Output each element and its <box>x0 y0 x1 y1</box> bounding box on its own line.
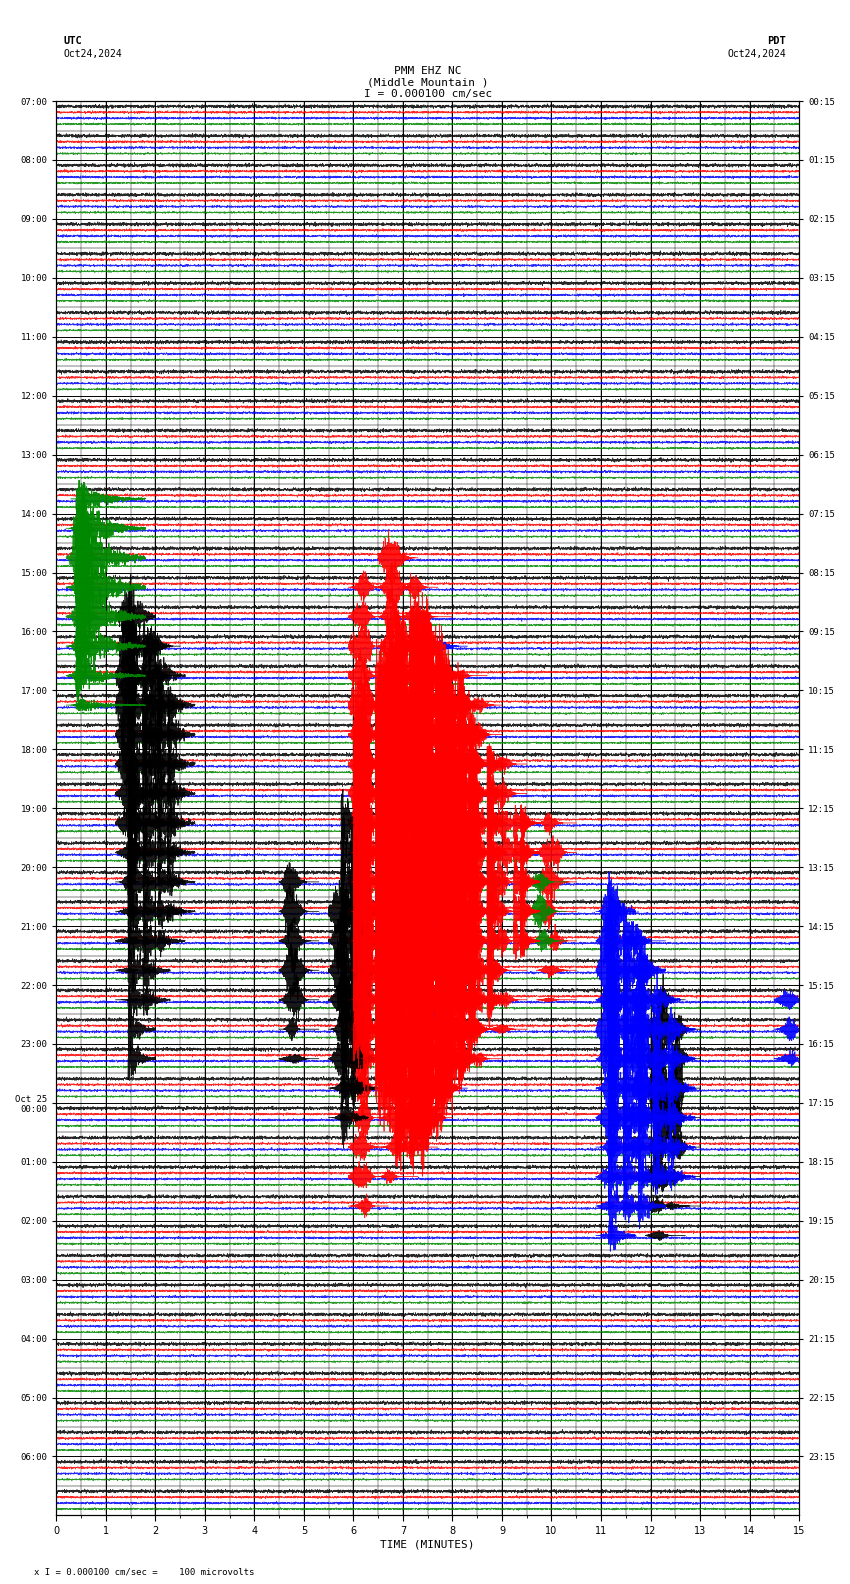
Text: Oct24,2024: Oct24,2024 <box>64 49 122 59</box>
Text: PDT: PDT <box>768 36 786 46</box>
Text: x I = 0.000100 cm/sec =    100 microvolts: x I = 0.000100 cm/sec = 100 microvolts <box>34 1567 254 1576</box>
Text: UTC: UTC <box>64 36 82 46</box>
X-axis label: TIME (MINUTES): TIME (MINUTES) <box>381 1540 475 1551</box>
Title: PMM EHZ NC
(Middle Mountain )
I = 0.000100 cm/sec: PMM EHZ NC (Middle Mountain ) I = 0.0001… <box>364 65 492 98</box>
Text: Oct24,2024: Oct24,2024 <box>728 49 786 59</box>
